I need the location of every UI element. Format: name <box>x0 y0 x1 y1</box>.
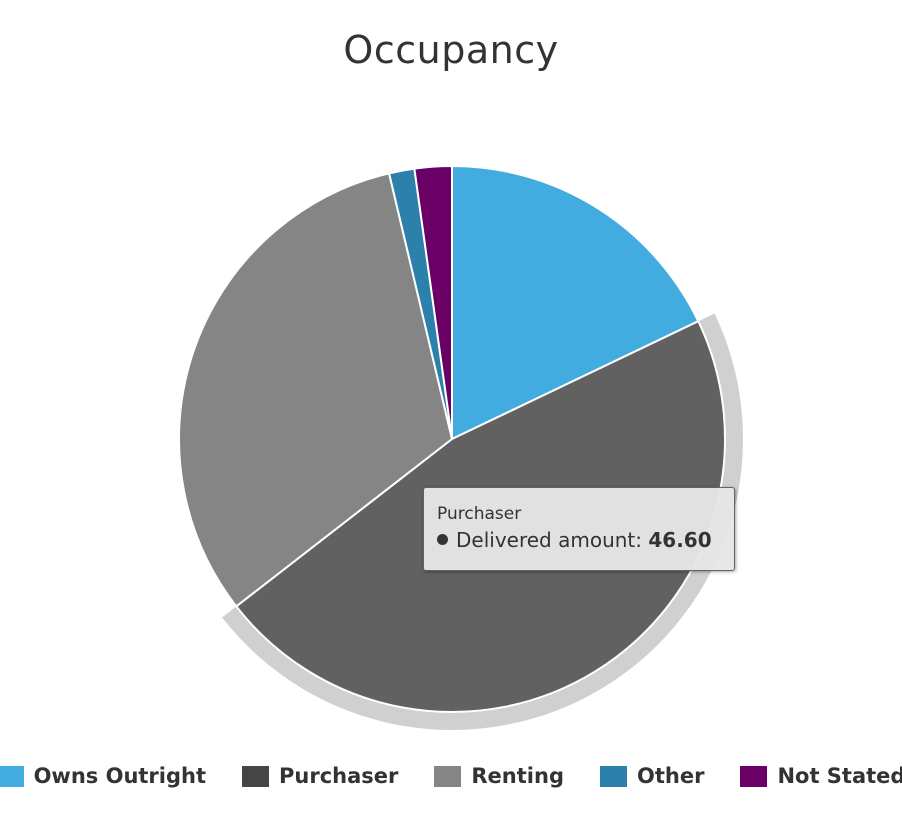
legend-swatch <box>599 765 627 787</box>
chart-title: Occupancy <box>343 28 559 72</box>
legend-label: Renting <box>471 764 564 788</box>
legend-label: Owns Outright <box>33 764 207 788</box>
legend-label: Other <box>636 764 705 788</box>
legend-item-owns-outright[interactable]: Owns Outright <box>0 764 206 788</box>
legend-item-other[interactable]: Other <box>599 764 705 788</box>
legend-item-purchaser[interactable]: Purchaser <box>242 764 398 788</box>
chart-legend: Owns Outright Purchaser Renting Other Not St… <box>0 764 902 788</box>
legend-swatch <box>434 765 462 787</box>
pie-slice-renting[interactable] <box>178 172 453 608</box>
legend-item-renting[interactable]: Renting <box>434 764 564 788</box>
pie-slice-not-stated[interactable] <box>413 165 453 440</box>
legend-swatch <box>740 765 768 787</box>
legend-swatch <box>242 765 270 787</box>
tooltip-title: Purchaser <box>437 504 522 524</box>
tooltip-row: Delivered amount: 46.60 <box>437 528 734 552</box>
pie-chart <box>178 165 743 730</box>
legend-swatch <box>0 765 24 787</box>
chart-tooltip: Purchaser Delivered amount: 46.60 <box>423 487 735 571</box>
pie-slice-owns-outright[interactable] <box>451 165 700 440</box>
tooltip-value: 46.60 <box>648 528 712 552</box>
legend-item-not-stated[interactable]: Not Stated <box>740 764 902 788</box>
legend-label: Not Stated <box>777 764 902 788</box>
legend-label: Purchaser <box>279 764 399 788</box>
tooltip-label: Delivered amount: <box>456 528 643 552</box>
tooltip-dot-icon <box>437 534 448 545</box>
